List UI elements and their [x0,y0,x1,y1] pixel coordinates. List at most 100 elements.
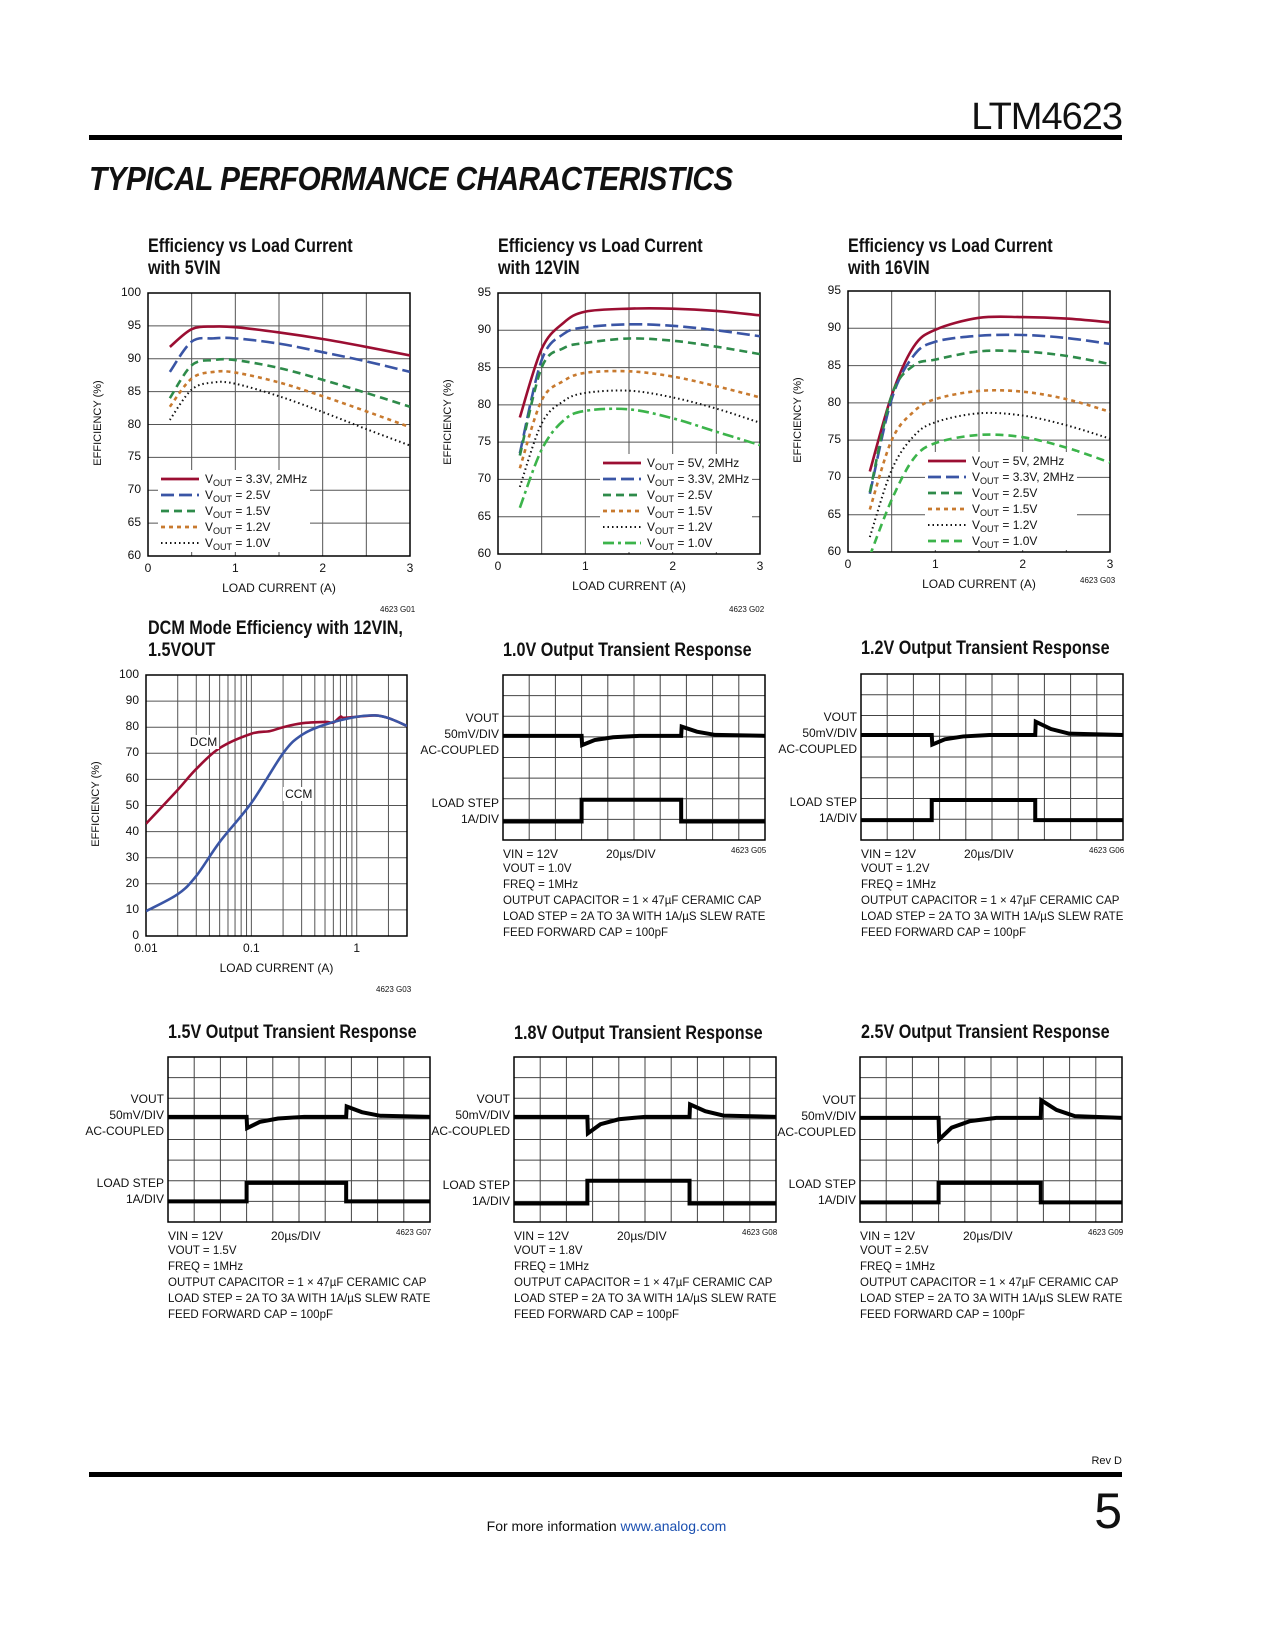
legend-label: VOUT = 5V, 2MHz [972,454,1065,470]
legend-swatch [603,493,641,497]
scope-display [859,1056,1123,1223]
legend-swatch [928,491,966,495]
scope-title: 1.5V Output Transient Response [168,1022,417,1043]
legend-entry: VOUT = 1.2V [161,519,307,536]
legend-label: VOUT = 1.0V [647,536,713,552]
load-step-trace [168,1180,430,1204]
legend-label: VOUT = 5V, 2MHz [647,456,740,472]
x-tick-label: 0 [144,561,152,575]
load-scale-label: 1A/DIV [460,812,499,827]
legend-swatch [928,475,966,479]
x-tick-label: 1 [353,941,361,955]
legend-entry: VOUT = 5V, 2MHz [928,453,1074,470]
y-tick-label: 80 [827,394,841,409]
legend-entry: VOUT = 2.5V [928,485,1074,502]
y-tick-label: 65 [477,508,491,523]
y-tick-label: 0 [132,928,139,942]
y-axis-label: EFFICIENCY (%) [92,379,104,466]
y-axis-label: EFFICIENCY (%) [792,376,804,463]
page-number: 5 [1094,1483,1122,1539]
legend-swatch [603,526,641,528]
vin-note: VIN = 12V [514,1229,570,1243]
chart-id: 4623 G03 [376,985,412,994]
x-tick-label: 0.01 [134,941,158,955]
condition-note-vout: VOUT = 2.5V [860,1245,929,1257]
scope-title: 2.5V Output Transient Response [861,1022,1110,1043]
legend-swatch [928,459,966,463]
chart-title-line: 1.5VOUT [148,640,216,661]
chart-id: 4623 G03 [1080,576,1116,585]
load-step-trace [861,797,1123,823]
legend-entry: VOUT = 2.5V [603,487,749,504]
header-rule [89,135,1122,140]
y-tick-label: 95 [477,285,491,299]
series-line-vout-5v-2mhz [518,307,760,418]
scope-display [502,674,766,841]
chart-title-line: with 12VIN [498,258,580,279]
series-line-vout-1-0v [169,380,410,447]
x-tick-label: 2 [319,561,326,575]
condition-note-freq: FREQ = 1MHz [168,1261,244,1273]
x-tick-label: 2 [1019,557,1026,571]
legend-swatch [603,461,641,465]
chart-id: 4623 G06 [1089,846,1125,855]
vout-trace [861,718,1124,748]
y-tick-label: 90 [477,322,491,337]
chart-title-line: with 16VIN [848,258,930,279]
scope-frame [859,1056,1123,1223]
y-axis-label: EFFICIENCY (%) [442,378,454,465]
chart-id: 4623 G09 [1088,1228,1124,1237]
y-axis-label: EFFICIENCY (%) [90,760,102,847]
y-tick-label: 60 [125,771,139,786]
legend-entry: VOUT = 1.2V [603,519,749,536]
legend-entry: VOUT = 1.5V [603,503,749,520]
x-tick-label: 3 [1106,557,1114,571]
vin-note: VIN = 12V [861,847,917,861]
condition-note-vout: VOUT = 1.5V [168,1245,237,1257]
coupling-label: AC-COUPLED [777,1124,856,1139]
y-tick-label: 80 [125,719,139,734]
coupling-label: AC-COUPLED [420,742,499,757]
plot-frame [497,292,761,555]
y-tick-label: 60 [827,544,841,558]
legend-entry: VOUT = 1.5V [161,503,307,520]
y-tick-label: 70 [125,745,139,760]
scope-frame [502,674,766,841]
vout-scale-label: 50mV/DIV [802,726,857,740]
scope-frame [513,1056,777,1223]
coupling-label: AC-COUPLED [431,1123,510,1138]
load-scale-label: 1A/DIV [817,1193,856,1208]
efficiency-chart [145,674,408,937]
condition-note-ff: FEED FORWARD CAP = 100pF [168,1309,333,1321]
y-tick-label: 90 [125,693,139,708]
series-line-vout-1-2v [518,389,760,488]
condition-note-cap: OUTPUT CAPACITOR = 1 × 47µF CERAMIC CAP [860,1277,1119,1289]
timebase-note: 20µs/DIV [964,847,1014,861]
scope-title: 1.0V Output Transient Response [503,640,752,661]
y-tick-label: 65 [127,515,141,530]
y-tick-label: 80 [127,416,141,431]
legend: VOUT = 5V, 2MHz VOUT = 3.3V, 2MHz VOUT = 2… [600,454,753,552]
legend-label: VOUT = 3.3V, 2MHz [647,472,750,488]
vout-channel-label: VOUT [823,710,857,724]
y-tick-label: 10 [125,901,139,916]
legend-entry: VOUT = 2.5V [161,487,307,504]
timebase-note: 20µs/DIV [606,847,656,861]
condition-note-cap: OUTPUT CAPACITOR = 1 × 47µF CERAMIC CAP [861,895,1120,907]
legend-swatch [928,524,966,526]
y-tick-label: 70 [827,469,841,484]
legend-swatch [161,542,199,544]
series-line-vout-1-0v [869,433,1110,552]
legend: VOUT = 3.3V, 2MHz VOUT = 2.5V VOUT = 1.5V V… [158,470,311,552]
efficiency-chart [497,292,761,555]
condition-note-ff: FEED FORWARD CAP = 100pF [860,1309,1025,1321]
vout-channel-label: VOUT [476,1091,510,1106]
vout-channel-label: VOUT [130,1091,164,1106]
legend-label: VOUT = 1.5V [647,504,713,520]
series-line-vout-2-5v [868,349,1110,493]
chart-id: 4623 G08 [742,1228,778,1237]
legend-label: VOUT = 1.0V [972,534,1038,550]
legend-entry: VOUT = 1.2V [928,517,1074,534]
vout-scale-label: 50mV/DIV [801,1108,856,1123]
website-link[interactable]: www.analog.com [620,1518,727,1534]
